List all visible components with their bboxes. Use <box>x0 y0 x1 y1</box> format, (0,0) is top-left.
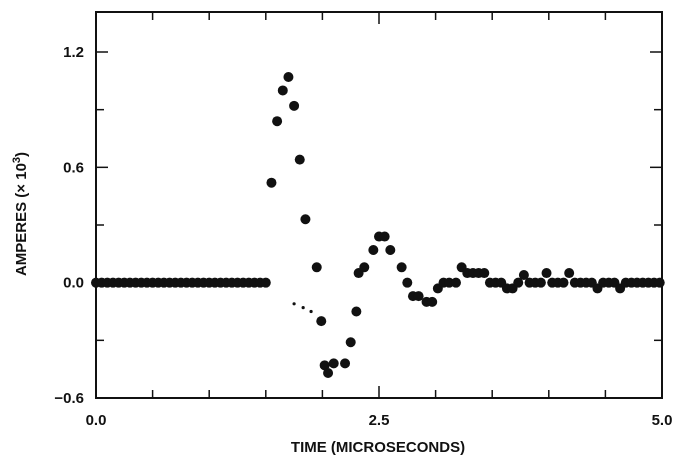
y-axis-title: AMPERES (× 103) <box>11 152 30 276</box>
y-axis-title-close: ) <box>13 152 30 157</box>
data-point <box>368 244 379 255</box>
data-point <box>345 337 356 348</box>
small-data-point <box>292 302 296 306</box>
data-point <box>272 116 283 127</box>
y-axis-title-group: AMPERES (× 103) <box>11 152 30 276</box>
data-point <box>351 306 362 317</box>
data-point <box>328 358 339 369</box>
y-axis-title-text: AMPERES (× 10 <box>13 163 30 276</box>
data-point <box>396 262 407 273</box>
y-tick-label: 0.6 <box>63 159 84 176</box>
data-point <box>300 214 311 225</box>
data-point <box>283 71 294 82</box>
data-point <box>385 244 396 255</box>
data-point <box>427 296 438 307</box>
x-tick-label: 2.5 <box>369 412 390 429</box>
small-data-point <box>309 309 313 314</box>
data-point <box>450 277 461 288</box>
y-tick-label: 0.0 <box>63 275 84 292</box>
data-point <box>260 277 271 288</box>
y-tick-label: 1.2 <box>63 44 84 61</box>
data-point <box>541 268 552 279</box>
data-point <box>277 85 288 96</box>
data-point <box>316 316 327 327</box>
data-point <box>413 291 424 302</box>
data-points <box>91 71 665 379</box>
data-point <box>535 277 546 288</box>
y-axis-title-exponent: 3 <box>11 157 23 163</box>
data-point <box>359 262 370 273</box>
data-point <box>319 360 330 371</box>
plot-frame <box>95 11 663 399</box>
data-point <box>294 154 305 165</box>
data-point <box>479 268 490 279</box>
x-tick-label: 0.0 <box>86 412 107 429</box>
data-point <box>558 277 569 288</box>
data-point <box>379 231 390 242</box>
data-point <box>340 358 351 369</box>
data-point <box>654 277 665 288</box>
small-data-point <box>301 306 305 310</box>
data-point <box>402 277 413 288</box>
y-tick-label: −0.6 <box>54 390 84 407</box>
data-point <box>311 262 322 273</box>
x-axis-title: TIME (MICROSECONDS) <box>291 439 465 456</box>
tick-labels: 0.0 2.5 5.0−0.60.00.61.2 <box>54 44 672 429</box>
data-point <box>564 268 575 279</box>
axis-ticks <box>95 12 663 399</box>
x-tick-label: 5.0 <box>652 412 673 429</box>
data-point <box>289 100 300 111</box>
data-point <box>513 277 524 288</box>
data-point <box>518 269 529 280</box>
data-point <box>266 177 277 188</box>
data-point <box>323 368 334 379</box>
